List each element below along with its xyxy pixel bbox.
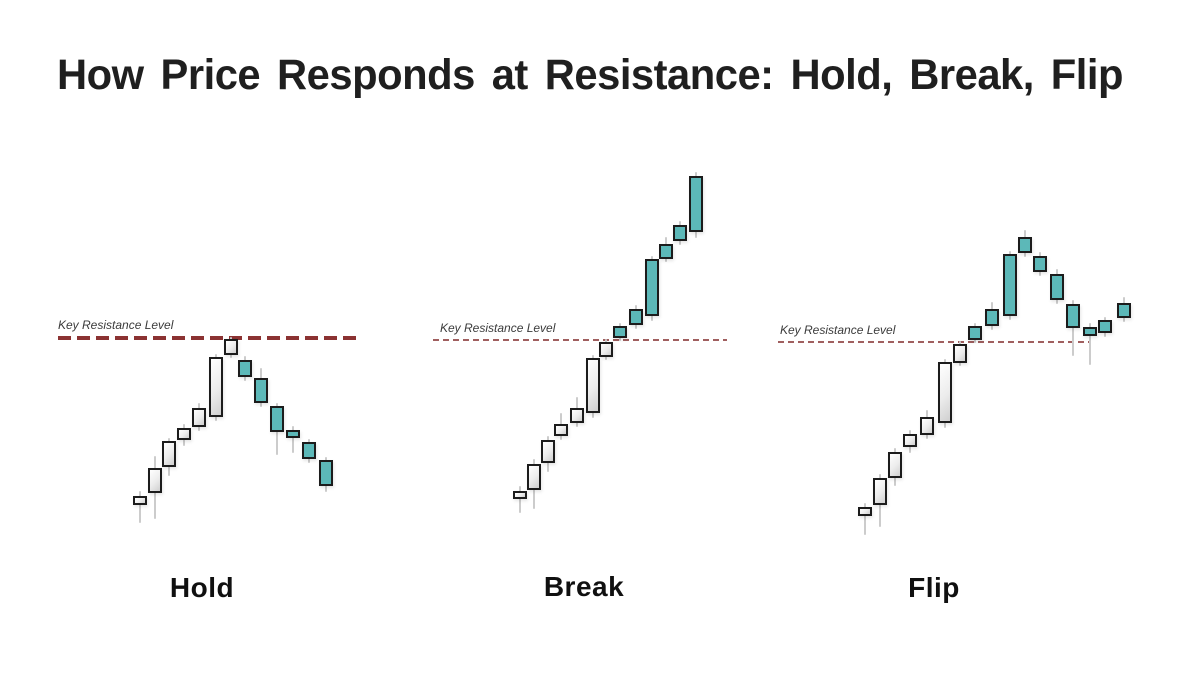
panel-caption-flip: Flip (908, 572, 960, 603)
teal-candle-body (270, 406, 284, 432)
gray-candle-body (224, 339, 238, 355)
teal-candle-body (254, 378, 268, 403)
candle-wick (1089, 323, 1091, 365)
resistance-level-label: Key Resistance Level (440, 321, 556, 335)
gray-candle-body (888, 452, 902, 478)
gray-candle-body (903, 434, 917, 447)
teal-candle-body (645, 259, 659, 316)
panel-caption-break: Break (543, 571, 625, 602)
candle-wick (864, 503, 866, 535)
teal-candle-body (1033, 256, 1047, 272)
panel-caption-hold: Hold (169, 572, 235, 603)
gray-candle-body (953, 344, 967, 363)
teal-candle-body (985, 309, 999, 326)
teal-candle-body (302, 442, 316, 459)
gray-candle-body (858, 507, 872, 516)
gray-candle-body (209, 357, 223, 417)
gray-candle-body (162, 441, 176, 467)
teal-candle-body (1117, 303, 1131, 318)
teal-candle-body (1050, 274, 1064, 300)
teal-candle-body (286, 430, 300, 438)
gray-candle-body (586, 358, 600, 413)
gray-candle-body (873, 478, 887, 505)
teal-candle-body (1003, 254, 1017, 316)
teal-candle-body (968, 326, 982, 340)
teal-candle-body (1083, 327, 1097, 336)
teal-candle-body (613, 326, 627, 338)
gray-candle-body (938, 362, 952, 423)
gray-candle-body (148, 468, 162, 493)
teal-candle-body (1066, 304, 1080, 328)
gray-candle-body (527, 464, 541, 490)
candle-wick (139, 491, 141, 523)
resistance-dashed-line (58, 336, 357, 340)
gray-candle-body (570, 408, 584, 423)
gray-candle-body (177, 428, 191, 440)
resistance-dashed-line (433, 339, 727, 341)
teal-candle-body (659, 244, 673, 259)
gray-candle-body (554, 424, 568, 436)
candle-wick (292, 426, 294, 453)
resistance-dashed-line (778, 341, 1090, 343)
teal-candle-body (1018, 237, 1032, 253)
resistance-level-label: Key Resistance Level (780, 323, 896, 337)
teal-candle-body (673, 225, 687, 241)
page-title: How Price Responds at Resistance: Hold, … (57, 51, 1123, 99)
teal-candle-body (238, 360, 252, 377)
teal-candle-body (1098, 320, 1112, 333)
gray-candle-body (541, 440, 555, 463)
teal-candle-body (319, 460, 333, 486)
gray-candle-body (133, 496, 147, 505)
gray-candle-body (599, 342, 613, 357)
gray-candle-body (192, 408, 206, 427)
resistance-level-label: Key Resistance Level (58, 318, 174, 332)
gray-candle-body (513, 491, 527, 499)
candle-wick (1072, 300, 1074, 356)
teal-candle-body (629, 309, 643, 325)
candle-wick (519, 486, 521, 513)
gray-candle-body (920, 417, 934, 435)
teal-candle-body (689, 176, 703, 232)
